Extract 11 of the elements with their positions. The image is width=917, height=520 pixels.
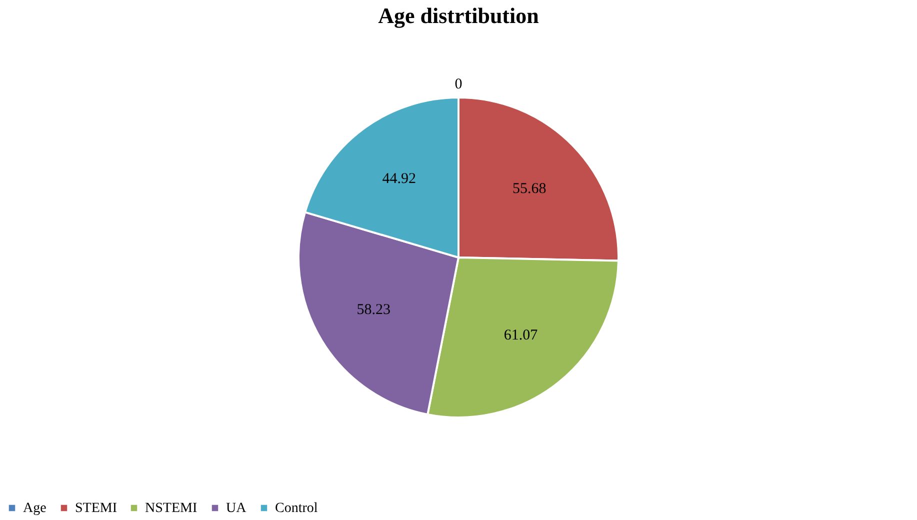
legend-label: NSTEMI xyxy=(145,501,198,516)
legend-label: UA xyxy=(226,501,248,516)
data-label: 58.23 xyxy=(356,302,391,318)
chart-title: Age distrtibution xyxy=(378,3,539,28)
data-label: 55.68 xyxy=(512,181,546,198)
legend-label: Age xyxy=(23,501,46,516)
legend-label: Control xyxy=(275,501,318,516)
data-label: 61.07 xyxy=(504,328,538,344)
legend-label: STEMI xyxy=(75,501,118,516)
data-label: 44.92 xyxy=(382,171,416,188)
text: 0 xyxy=(454,76,462,92)
